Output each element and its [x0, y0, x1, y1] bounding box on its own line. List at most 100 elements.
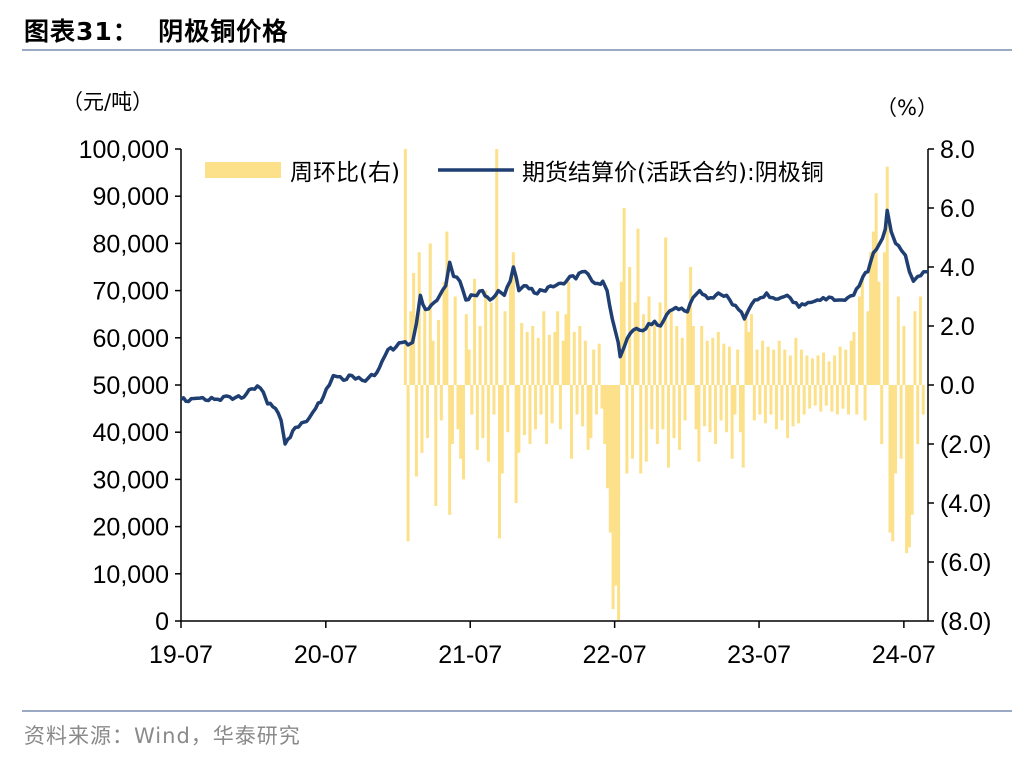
wow-bar — [550, 385, 554, 424]
wow-bar — [492, 385, 496, 415]
wow-bar — [794, 337, 798, 385]
legend-line-label: 期货结算价(活跃合约):阴极铜 — [522, 160, 824, 186]
wow-bar — [880, 385, 884, 444]
legend-bar-label: 周环比(右) — [290, 160, 400, 186]
wow-bar — [835, 385, 839, 415]
wow-bar — [780, 385, 784, 421]
x-tick-label: 22-07 — [583, 641, 647, 669]
wow-bar — [481, 385, 485, 439]
right-tick-label: (2.0) — [940, 431, 991, 459]
wow-bars — [403, 149, 925, 621]
wow-bar — [439, 385, 443, 421]
wow-bar — [819, 385, 823, 412]
wow-bar — [916, 385, 920, 444]
wow-bar — [586, 385, 590, 450]
wow-bar — [824, 385, 828, 406]
wow-bar — [450, 385, 454, 444]
wow-bar — [417, 252, 421, 385]
wow-bar — [722, 343, 726, 385]
left-tick-label: 80,000 — [93, 230, 169, 258]
wow-bar — [755, 349, 759, 385]
right-tick-label: 6.0 — [940, 195, 975, 223]
wow-bar — [459, 385, 463, 459]
wow-bar — [896, 296, 900, 385]
right-tick-label: 0.0 — [940, 372, 975, 400]
wow-bar — [913, 311, 917, 385]
wow-bar — [625, 385, 629, 474]
wow-bar — [639, 385, 643, 474]
wow-bar — [456, 385, 460, 430]
wow-bar — [653, 320, 657, 385]
wow-bar — [498, 385, 502, 539]
wow-bar — [797, 385, 801, 424]
wow-bar — [669, 311, 673, 385]
source-note: 资料来源：Wind，华泰研究 — [24, 724, 301, 748]
left-tick-label: 70,000 — [93, 278, 169, 306]
left-axis-unit: （元/吨） — [62, 90, 154, 114]
left-tick-label: 50,000 — [93, 372, 169, 400]
wow-bar — [461, 385, 465, 480]
wow-bar — [470, 385, 474, 415]
wow-bar — [647, 296, 651, 385]
wow-bar — [802, 385, 806, 415]
wow-bar — [741, 385, 745, 468]
wow-bar — [606, 385, 610, 489]
wow-bar — [556, 311, 560, 385]
wow-bar — [434, 385, 438, 506]
wow-bar — [816, 355, 820, 385]
wow-bar — [858, 296, 862, 385]
wow-bar — [783, 349, 787, 385]
wow-bar — [561, 340, 565, 385]
wow-bar — [567, 281, 571, 385]
wow-bar — [891, 385, 895, 542]
wow-bar — [766, 346, 770, 385]
x-tick-label: 20-07 — [294, 641, 358, 669]
wow-bar — [902, 326, 906, 385]
wow-bar — [761, 340, 765, 385]
wow-bar — [777, 340, 781, 385]
wow-bar — [489, 302, 493, 385]
right-tick-label: 8.0 — [940, 136, 975, 164]
wow-bar — [478, 326, 482, 385]
wow-bar — [578, 326, 582, 385]
wow-bar — [534, 385, 538, 430]
wow-bar — [691, 326, 695, 385]
wow-bar — [453, 296, 457, 385]
wow-bar — [708, 385, 712, 433]
wow-bar — [899, 385, 903, 459]
wow-bar — [622, 208, 626, 385]
wow-bar — [910, 385, 914, 515]
wow-bar — [572, 331, 576, 385]
wow-bar — [542, 311, 546, 385]
wow-bar — [581, 385, 585, 427]
wow-bar — [827, 361, 831, 385]
wow-bar — [570, 385, 574, 459]
wow-bar — [799, 349, 803, 385]
wow-bar — [702, 385, 706, 427]
wow-bar — [406, 385, 410, 542]
wow-bar — [633, 302, 637, 385]
wow-bar — [658, 302, 662, 385]
wow-bar — [844, 349, 848, 385]
wow-bar — [774, 385, 778, 430]
wow-bar — [894, 385, 898, 474]
wow-bar — [617, 385, 621, 621]
wow-bar — [849, 340, 853, 385]
wow-bar — [730, 385, 734, 459]
wow-bar — [630, 385, 634, 459]
left-tick-label: 40,000 — [93, 419, 169, 447]
wow-bar — [655, 385, 659, 444]
wow-bar — [689, 267, 693, 385]
wow-bar — [589, 385, 593, 439]
axes — [175, 148, 934, 628]
wow-bar — [918, 296, 922, 385]
wow-bar — [545, 385, 549, 444]
wow-bar — [838, 346, 842, 385]
x-tick-label: 21-07 — [438, 641, 502, 669]
wow-bar — [539, 385, 543, 415]
wow-bar — [509, 281, 513, 385]
price-line — [180, 208, 928, 446]
wow-bar — [506, 385, 510, 433]
wow-bar — [752, 385, 756, 421]
wow-bar — [644, 385, 648, 462]
